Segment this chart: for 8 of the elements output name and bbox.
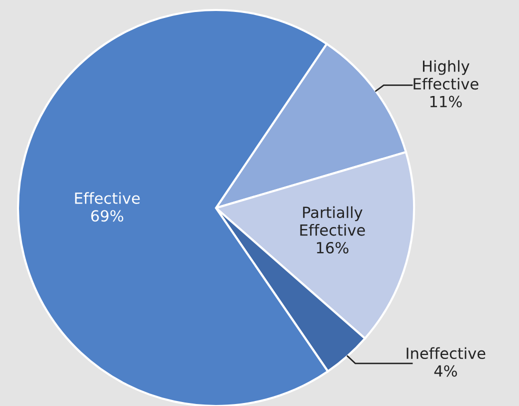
- data-label: 69%: [91, 210, 124, 222]
- slice-label: Highly Effective: [414, 60, 478, 90]
- data-label: 4%: [434, 365, 457, 377]
- slice-label: Partially Effective: [300, 206, 365, 236]
- slice-label: Ineffective: [406, 347, 486, 360]
- data-label: 11%: [430, 96, 462, 108]
- data-label: 16%: [316, 242, 348, 254]
- slice-label: Effective: [75, 192, 140, 204]
